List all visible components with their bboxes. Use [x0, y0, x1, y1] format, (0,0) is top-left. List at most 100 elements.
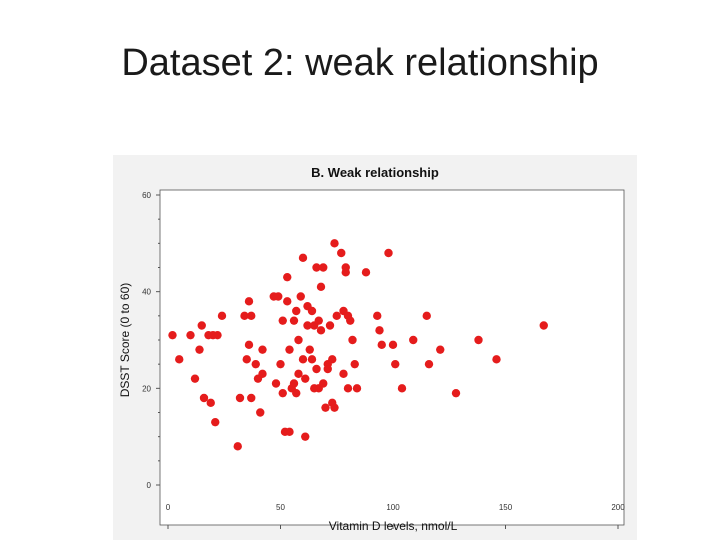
data-point	[361, 268, 371, 277]
scatter-chart: B. Weak relationship Vitamin D levels, n…	[118, 165, 625, 533]
y-tick-label: 20	[142, 384, 151, 393]
data-point	[186, 330, 195, 340]
data-point	[240, 311, 249, 321]
data-point	[305, 345, 314, 354]
data-point	[296, 292, 305, 301]
data-point	[341, 268, 350, 277]
data-point	[217, 311, 227, 321]
data-point	[258, 345, 267, 354]
data-point	[298, 355, 308, 364]
data-point	[244, 297, 254, 306]
data-point	[301, 374, 310, 383]
data-point	[373, 311, 382, 321]
data-point	[274, 292, 283, 301]
data-point	[289, 379, 299, 388]
x-tick-label: 0	[166, 503, 171, 512]
data-point	[251, 359, 260, 369]
chart-panel: B. Weak relationship Vitamin D levels, n…	[113, 155, 637, 540]
data-point	[375, 326, 384, 335]
y-axis-label: DSST Score (0 to 60)	[118, 283, 132, 398]
data-point	[332, 311, 341, 321]
data-point	[436, 345, 445, 354]
data-point	[316, 282, 326, 292]
data-point	[168, 330, 177, 340]
chart-title: B. Weak relationship	[311, 165, 439, 180]
data-point	[314, 316, 323, 325]
data-point	[339, 369, 348, 379]
y-tick-label: 40	[142, 288, 151, 297]
data-point	[303, 321, 312, 330]
x-tick-label: 150	[499, 503, 513, 512]
data-point	[312, 364, 321, 374]
y-tick-label: 60	[142, 191, 151, 200]
data-point	[377, 340, 386, 350]
data-point	[388, 340, 398, 350]
data-point	[312, 263, 321, 272]
data-point	[294, 369, 303, 379]
data-point	[285, 427, 294, 437]
data-point	[199, 393, 209, 403]
data-point	[283, 272, 292, 282]
data-point	[307, 306, 317, 316]
data-point	[492, 355, 501, 364]
data-point	[539, 321, 548, 330]
data-point	[197, 321, 206, 330]
data-point	[391, 359, 400, 369]
data-point	[294, 335, 303, 345]
x-tick-label: 50	[276, 503, 285, 512]
data-point	[409, 335, 418, 345]
data-point	[235, 393, 245, 403]
data-point	[474, 335, 483, 345]
data-point	[319, 379, 328, 388]
data-point	[211, 417, 220, 427]
data-point	[190, 374, 200, 383]
data-point	[292, 388, 301, 398]
data-point	[247, 311, 256, 321]
data-point	[206, 398, 215, 408]
data-point	[451, 388, 461, 398]
data-point	[352, 384, 362, 393]
data-point	[213, 330, 222, 340]
x-tick-label: 200	[611, 503, 625, 512]
data-point	[175, 355, 184, 364]
data-point	[292, 306, 301, 316]
data-point	[276, 359, 285, 369]
data-point	[242, 355, 251, 364]
data-point	[244, 340, 254, 350]
data-point	[350, 359, 359, 369]
data-point	[271, 379, 281, 388]
data-point	[330, 403, 339, 412]
data-point	[328, 355, 337, 364]
data-point	[278, 316, 287, 325]
data-points	[168, 239, 548, 451]
data-point	[424, 359, 434, 369]
data-point	[233, 442, 242, 451]
data-point	[346, 316, 355, 325]
data-point	[325, 321, 335, 330]
data-point	[397, 384, 407, 393]
data-point	[422, 311, 431, 321]
data-point	[323, 364, 332, 374]
data-point	[289, 316, 299, 325]
data-point	[256, 408, 265, 417]
axis-ticks: 0 50 100 150 200 0 20 40 60	[142, 191, 625, 529]
data-point	[283, 297, 292, 306]
data-point	[298, 253, 308, 263]
data-point	[321, 403, 330, 412]
x-tick-label: 100	[386, 503, 400, 512]
data-point	[195, 345, 204, 354]
plot-area	[159, 189, 625, 526]
data-point	[278, 388, 287, 398]
data-point	[258, 369, 267, 379]
data-point	[285, 345, 294, 354]
y-tick-label: 0	[147, 481, 152, 490]
data-point	[337, 248, 346, 258]
data-point	[247, 393, 256, 403]
data-point	[319, 263, 328, 272]
slide-title: Dataset 2: weak relationship	[121, 42, 599, 84]
data-point	[348, 335, 357, 345]
data-point	[343, 384, 353, 393]
data-point	[301, 432, 310, 441]
data-point	[316, 326, 326, 335]
data-point	[307, 355, 317, 364]
